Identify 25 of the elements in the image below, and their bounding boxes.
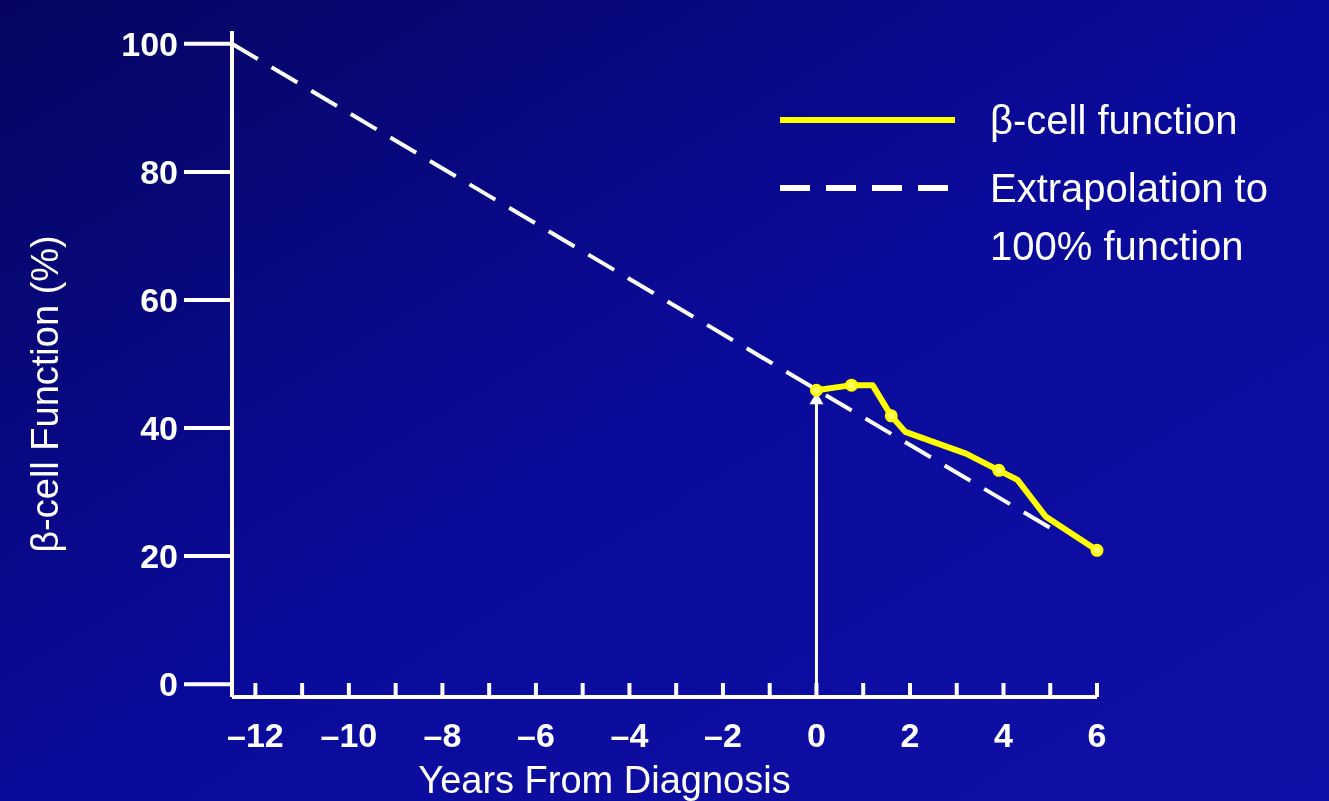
x-tick-label: –4 <box>610 716 649 754</box>
point <box>992 463 1006 477</box>
legend-label: β-cell function <box>990 98 1238 142</box>
point <box>1090 543 1104 557</box>
x-tick-label: 6 <box>1087 716 1107 754</box>
x-tick-label: –12 <box>227 716 284 754</box>
point <box>884 409 898 423</box>
x-tick-label: –2 <box>704 716 742 754</box>
x-axis-title: Years From Diagnosis <box>418 759 791 801</box>
y-axis-title: β-cell Function (%) <box>24 235 66 553</box>
y-tick-label: 80 <box>140 152 178 191</box>
x-tick-label: –6 <box>517 716 555 754</box>
point <box>845 378 859 392</box>
legend-label: Extrapolation to 100% function <box>990 166 1268 268</box>
y-tick-label: 60 <box>140 280 178 319</box>
y-tick-label: 0 <box>159 665 178 704</box>
x-tick-label: 2 <box>900 716 920 754</box>
y-tick-label: 40 <box>140 409 178 448</box>
y-tick-label: 100 <box>121 24 178 63</box>
x-tick-label: 4 <box>994 716 1014 754</box>
x-tick-label: –10 <box>320 716 378 754</box>
x-tick-label: 0 <box>807 716 826 754</box>
point <box>809 383 823 397</box>
y-tick-label: 20 <box>140 537 178 576</box>
x-tick-label: –8 <box>423 716 462 754</box>
